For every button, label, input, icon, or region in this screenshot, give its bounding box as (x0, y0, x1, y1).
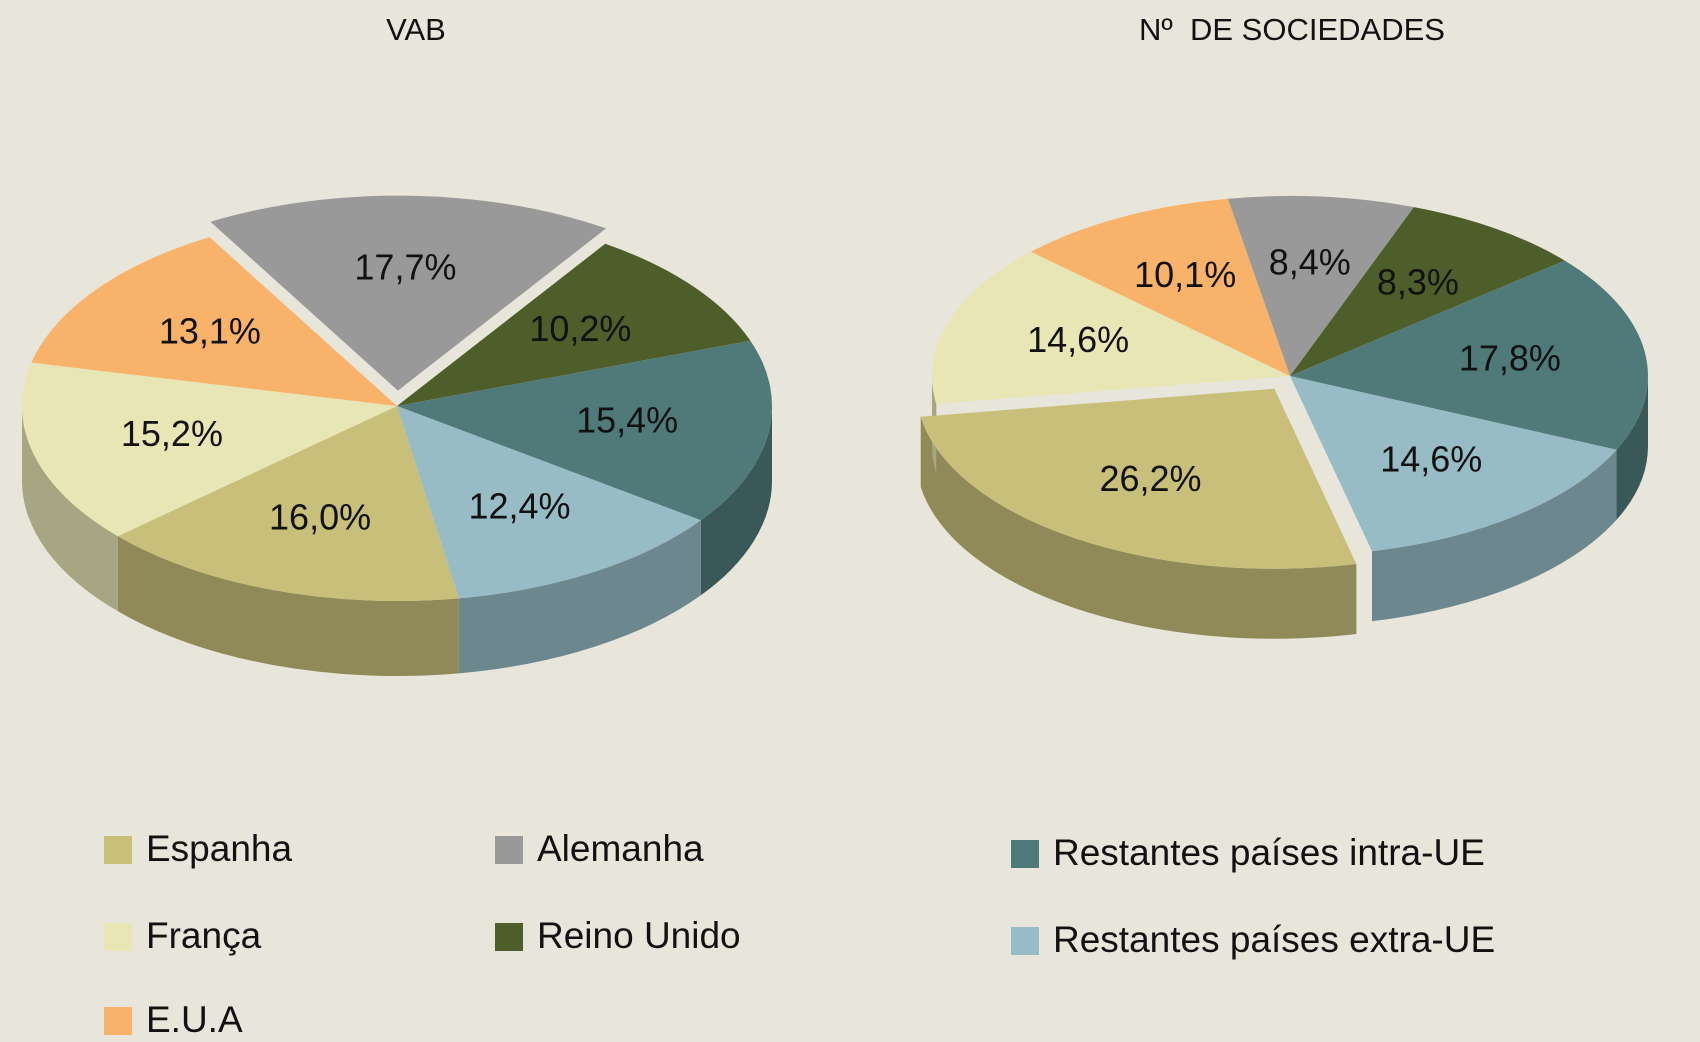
legend-swatch (1011, 840, 1039, 868)
legend-swatch (495, 923, 523, 951)
slice (210, 195, 607, 391)
legend-label: França (146, 915, 262, 956)
data-label: 10,2% (529, 308, 631, 349)
slice (932, 251, 1290, 404)
slice (397, 340, 772, 521)
slice (1290, 376, 1617, 552)
slice-side (117, 536, 459, 676)
slice (31, 237, 398, 406)
legend-label: Reino Unido (537, 915, 741, 956)
legend-swatch (1011, 927, 1039, 955)
data-label: 15,4% (576, 400, 678, 441)
slice (1030, 198, 1290, 376)
legend-swatch (104, 1007, 132, 1035)
slice-side (920, 416, 1357, 639)
data-label: 15,2% (121, 413, 223, 454)
slice-side (458, 520, 701, 674)
slice-side (700, 406, 772, 596)
data-label: 14,6% (1380, 439, 1482, 480)
slice (397, 406, 701, 599)
data-label: 16,0% (269, 497, 371, 538)
data-label: 26,2% (1099, 458, 1201, 499)
data-label: 8,4% (1269, 241, 1351, 282)
legend-swatch (104, 923, 132, 951)
slice (117, 406, 459, 602)
chart-title: Nº DE SOCIEDADES (1139, 12, 1445, 47)
legend-label: Restantes países extra-UE (1053, 919, 1495, 960)
slice-side (22, 406, 118, 612)
slice-side (1371, 449, 1617, 622)
slice (920, 388, 1357, 569)
legend-swatch (495, 836, 523, 864)
slice (1227, 196, 1414, 376)
data-label: 17,7% (354, 246, 456, 287)
slice (397, 243, 751, 406)
legend-label: Alemanha (537, 828, 704, 869)
data-label: 13,1% (159, 311, 261, 352)
legend-label: Restantes países intra-UE (1053, 832, 1485, 873)
slice-side (1616, 376, 1648, 520)
slice (21, 362, 397, 537)
chart-title: VAB (386, 12, 446, 47)
slice (1290, 260, 1648, 450)
data-label: 12,4% (468, 485, 570, 526)
data-label: 10,1% (1134, 254, 1236, 295)
data-label: 8,3% (1377, 261, 1459, 302)
data-label: 14,6% (1027, 319, 1129, 360)
legend-label: E.U.A (146, 999, 243, 1040)
legend-swatch (104, 836, 132, 864)
legend-label: Espanha (146, 828, 292, 869)
slice (1290, 207, 1565, 376)
data-label: 17,8% (1459, 337, 1561, 378)
